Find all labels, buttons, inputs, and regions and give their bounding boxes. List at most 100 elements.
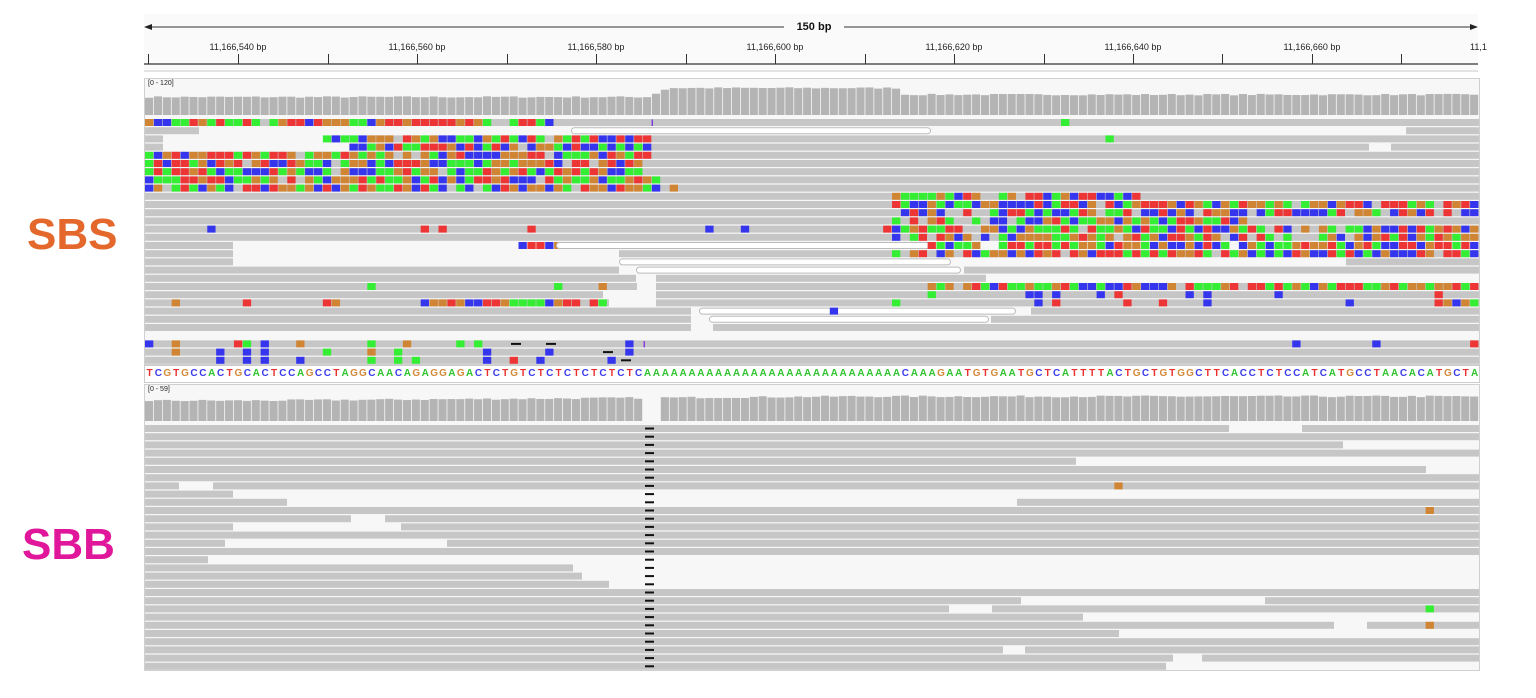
read-mate-outline[interactable] [636,266,961,274]
sbs-coverage-track[interactable] [145,79,1479,117]
read[interactable] [145,539,225,547]
sbb-alignment-track[interactable] [145,423,1479,673]
read[interactable] [145,192,1479,200]
read[interactable] [145,258,233,266]
read[interactable] [145,291,603,299]
read[interactable] [656,274,986,282]
read[interactable] [713,324,1479,331]
read[interactable] [145,315,691,323]
read[interactable] [145,564,573,572]
read[interactable] [145,654,1173,662]
read[interactable] [145,425,1229,432]
sbb-coverage-track[interactable] [145,385,1479,423]
read[interactable] [145,523,233,531]
read[interactable] [145,151,1479,159]
read[interactable] [145,457,1076,465]
read[interactable] [1017,498,1479,506]
read[interactable] [145,507,1479,514]
read[interactable] [447,539,1479,547]
read[interactable] [145,340,1479,348]
read[interactable] [145,127,199,135]
read-mate-outline[interactable] [556,242,931,249]
mismatch-base [1229,250,1239,258]
read[interactable] [145,324,691,331]
read[interactable] [145,299,609,307]
read[interactable] [213,482,1479,490]
sbs-alignment-track[interactable]: II [145,117,1479,367]
read[interactable] [964,266,1479,274]
read[interactable] [1367,621,1479,629]
read[interactable] [145,242,233,249]
read[interactable] [656,291,1479,299]
read[interactable] [991,315,1479,323]
read[interactable] [145,449,1479,457]
read-mate-outline[interactable] [709,315,989,323]
read[interactable] [145,217,1479,225]
read[interactable] [1031,307,1479,315]
read[interactable] [331,135,1479,143]
read[interactable] [1025,646,1479,654]
read-mate-outline[interactable] [571,127,931,135]
read[interactable] [1346,258,1479,266]
read[interactable] [145,646,1003,654]
mismatch-base [1318,225,1328,233]
read[interactable] [1202,654,1479,662]
mismatch-base [1007,209,1016,217]
read[interactable] [145,621,1334,629]
read[interactable] [401,523,1479,531]
read[interactable] [145,119,1479,126]
read[interactable] [145,160,1479,167]
read[interactable] [145,498,287,506]
mismatch-base [1167,250,1177,258]
read[interactable] [145,556,208,564]
read[interactable] [145,441,1343,449]
read[interactable] [145,250,233,258]
read[interactable] [145,307,691,315]
read[interactable] [145,638,1479,646]
coverage-bar [1069,396,1078,421]
read[interactable] [145,466,1426,473]
read[interactable] [145,168,1479,176]
read[interactable] [145,433,1479,441]
read[interactable] [145,143,163,151]
read[interactable] [145,474,1479,482]
read[interactable] [145,605,949,613]
read[interactable] [992,605,1479,613]
mismatch-base [1318,233,1328,241]
read[interactable] [145,184,1479,192]
read[interactable] [145,515,351,523]
read[interactable] [1302,425,1479,432]
mismatch-base [1345,250,1354,258]
read[interactable] [145,274,636,282]
read[interactable] [1391,143,1479,151]
read[interactable] [145,283,637,290]
read-mate-outline[interactable] [619,258,951,266]
read[interactable] [145,490,233,498]
read[interactable] [145,233,1479,241]
read[interactable] [145,580,609,588]
read[interactable] [145,531,1479,539]
read[interactable] [145,266,619,274]
read[interactable] [145,589,1479,596]
read[interactable] [145,548,1479,555]
read[interactable] [145,572,582,580]
read[interactable] [385,515,1479,523]
read[interactable] [145,201,1479,208]
read[interactable] [145,662,1166,670]
read[interactable] [145,348,1479,356]
read[interactable] [145,482,179,490]
read-mate-outline[interactable] [699,307,1016,315]
read[interactable] [145,597,1021,605]
read[interactable] [145,135,163,143]
read[interactable] [145,225,1479,233]
read[interactable] [656,299,1479,307]
read[interactable] [349,143,1369,151]
read[interactable] [145,613,1083,621]
read[interactable] [145,209,1479,217]
read[interactable] [145,356,1479,364]
read[interactable] [1406,127,1479,135]
read[interactable] [145,630,1119,637]
read[interactable] [1265,597,1479,605]
read[interactable] [145,176,1479,184]
mismatch-base [1158,209,1168,217]
